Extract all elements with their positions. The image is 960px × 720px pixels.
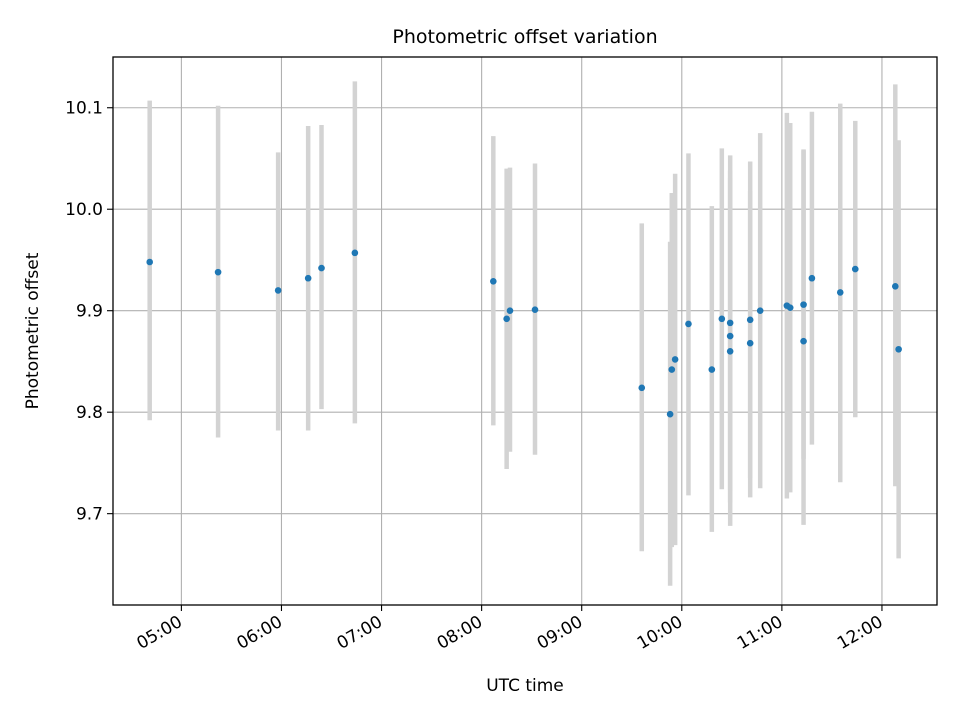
data-point bbox=[666, 410, 674, 418]
plot-frame bbox=[112, 56, 938, 606]
data-point bbox=[531, 306, 539, 313]
y-axis-label: Photometric offset bbox=[23, 252, 43, 409]
data-point bbox=[836, 289, 844, 296]
data-point bbox=[506, 307, 514, 315]
y-tick-label: 10.1 bbox=[65, 99, 103, 119]
data-point bbox=[318, 264, 325, 272]
data-point bbox=[756, 307, 764, 315]
data-point bbox=[671, 356, 679, 363]
chart-title: Photometric offset variation bbox=[392, 26, 657, 48]
data-point bbox=[718, 315, 726, 323]
data-point bbox=[746, 316, 754, 324]
data-point bbox=[726, 332, 734, 340]
data-point bbox=[503, 315, 510, 323]
x-axis-label: UTC time bbox=[486, 676, 564, 696]
data-point bbox=[808, 274, 816, 282]
data-point bbox=[746, 339, 754, 347]
data-point bbox=[800, 301, 807, 308]
data-point bbox=[274, 287, 282, 294]
data-point bbox=[490, 277, 497, 285]
data-point bbox=[668, 366, 676, 373]
data-point bbox=[851, 265, 859, 273]
data-point bbox=[891, 283, 899, 290]
data-point bbox=[708, 366, 716, 373]
y-tick-label: 9.8 bbox=[76, 403, 103, 423]
data-point bbox=[638, 384, 646, 392]
data-point bbox=[726, 347, 734, 355]
data-point bbox=[685, 320, 692, 328]
data-point bbox=[304, 274, 312, 282]
data-point bbox=[351, 249, 359, 257]
data-point bbox=[726, 319, 734, 327]
y-tick-label: 10.0 bbox=[65, 200, 103, 220]
data-point bbox=[800, 337, 807, 345]
data-point bbox=[214, 268, 222, 276]
y-tick-label: 9.9 bbox=[76, 302, 103, 322]
y-tick-label: 9.7 bbox=[76, 505, 103, 525]
data-points bbox=[146, 249, 902, 418]
grid bbox=[113, 57, 937, 605]
y-axis: 9.7 9.8 9.9 10.0 10.1 bbox=[65, 99, 113, 525]
data-point bbox=[895, 345, 902, 353]
data-point bbox=[146, 258, 153, 266]
data-point bbox=[786, 304, 794, 311]
